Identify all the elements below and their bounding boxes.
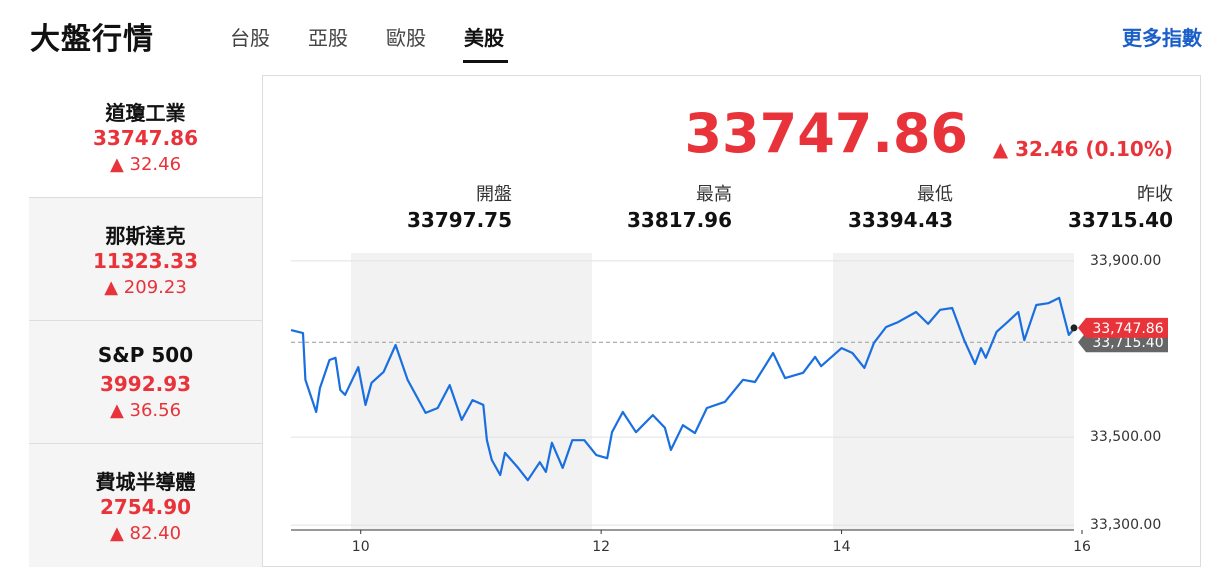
stat-value: 33715.40	[1067, 208, 1173, 232]
index-item[interactable]: 費城半導體 2754.90 ▲ 82.40	[29, 444, 262, 567]
change-value: 209.23	[123, 277, 187, 298]
y-tick-label: 33,900.00	[1090, 253, 1161, 269]
sidebar: 道瓊工業 33747.86 ▲ 32.46 那斯達克 11323.33 ▲ 20…	[29, 75, 263, 567]
stat-value: 33394.43	[847, 208, 953, 232]
tab[interactable]: 歐股	[386, 26, 426, 50]
index-change: ▲ 209.23	[104, 277, 187, 298]
index-value: 11323.33	[92, 249, 198, 273]
stat-label: 昨收	[1137, 184, 1173, 205]
tab[interactable]: 亞股	[308, 26, 348, 50]
index-name: 費城半導體	[95, 470, 196, 494]
stat-label: 開盤	[476, 184, 512, 205]
page-title: 大盤行情	[30, 22, 154, 57]
y-tick-label: 33,300.00	[1090, 517, 1161, 533]
reference-tag-label: 33,715.40	[1092, 335, 1163, 351]
index-item[interactable]: 道瓊工業 33747.86 ▲ 32.46	[29, 75, 262, 198]
quote-value: 33747.86	[684, 102, 968, 165]
stat-label: 最低	[917, 184, 953, 205]
session-band	[833, 253, 1074, 530]
index-name: S&P 500	[97, 343, 194, 367]
change-value: 32.46	[129, 154, 182, 175]
y-tick-label: 33,500.00	[1090, 429, 1161, 445]
index-value: 33747.86	[92, 126, 198, 150]
stat-value: 33797.75	[406, 208, 512, 232]
price-line	[290, 296, 1076, 482]
more-link[interactable]: 更多指數	[1122, 26, 1202, 50]
quote-change: ▲ 32.46 (0.10%)	[992, 137, 1173, 161]
stat-label: 最高	[696, 184, 732, 205]
x-tick-label: 14	[833, 539, 851, 555]
last-dot	[1070, 324, 1078, 332]
last-tag-label: 33,747.86	[1092, 321, 1163, 337]
index-name: 那斯達克	[105, 224, 186, 248]
tab-underline	[463, 60, 508, 63]
x-tick-label: 16	[1073, 539, 1091, 555]
quote-change-value: 32.46 (0.10%)	[1015, 137, 1173, 161]
change-value: 82.40	[129, 523, 182, 544]
stat-value: 33817.96	[626, 208, 732, 232]
index-name: 道瓊工業	[105, 101, 186, 125]
index-change: ▲ 32.46	[109, 154, 182, 175]
tab-active[interactable]: 美股	[464, 26, 504, 50]
tab[interactable]: 台股	[230, 26, 270, 50]
session-band	[351, 253, 592, 530]
index-item[interactable]: S&P 500 3992.93 ▲ 36.56	[29, 321, 262, 444]
index-item[interactable]: 那斯達克 11323.33 ▲ 209.23	[29, 198, 262, 321]
index-value: 2754.90	[99, 495, 192, 519]
last-tag-box	[1078, 317, 1168, 338]
index-change: ▲ 36.56	[109, 400, 182, 421]
index-change: ▲ 82.40	[109, 523, 182, 544]
change-value: 36.56	[129, 400, 182, 421]
index-value: 3992.93	[99, 372, 192, 396]
x-tick-label: 12	[592, 539, 610, 555]
x-tick-label: 10	[352, 539, 370, 555]
